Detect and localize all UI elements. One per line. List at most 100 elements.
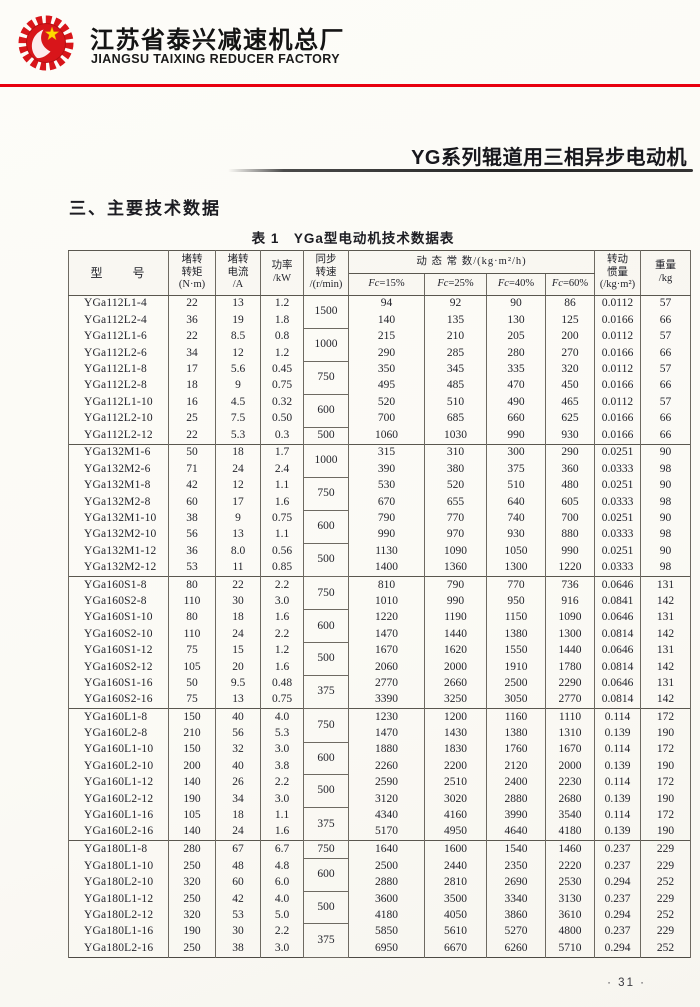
table-row: YGa160S1-10 80 18 1.6 600 1220 1190 1150 1090 0.0… (68, 609, 692, 644)
table-row: YGa132M2-10 56 13 1.1 990 970 930 880 0.0333 98 (68, 526, 692, 544)
table-row: YGa180L1-8 280 67 6.7 750 1640 1600 1540 1460 0.2… (68, 840, 692, 859)
inertia-cell: 0.0112 (594, 295, 642, 313)
torque-cell: 18 (168, 377, 216, 395)
fc15-cell: 3390 (348, 691, 425, 709)
speed-cell: 375 (303, 923, 349, 958)
table-row: YGa160S2-10 110 24 2.2 1470 1440 1380 1300 0.081… (68, 626, 692, 643)
fc60-cell: 290 (544, 444, 596, 462)
fc25-cell: 1190 (424, 609, 487, 627)
fc40-cell: 740 (486, 510, 546, 527)
speed-cell: 1000 (303, 328, 349, 363)
fc25-cell: 4950 (424, 824, 487, 841)
inertia-cell: 0.114 (594, 742, 642, 759)
table-row: YGa160L2-12 190 34 3.0 3120 3020 2880 2680 0.139… (68, 791, 692, 808)
speed-cell: 750 (303, 708, 349, 743)
fc25-cell: 2000 (424, 659, 487, 676)
torque-cell: 210 (168, 725, 216, 743)
current-cell: 30 (215, 593, 261, 610)
fc15-cell: 140 (348, 312, 425, 329)
fc60-cell: 5710 (544, 940, 596, 958)
fc60-cell: 2000 (544, 758, 596, 775)
weight-cell: 252 (640, 907, 692, 924)
fc15-cell: 3120 (348, 791, 425, 808)
fc15-cell: 700 (348, 410, 425, 428)
fc40-cell: 1760 (486, 742, 546, 759)
fc60-cell: 480 (544, 477, 596, 495)
fc25-cell: 970 (424, 526, 487, 544)
table-row: YGa180L1-10 250 48 4.8 600 2500 2440 2350 2220 0.… (68, 857, 692, 892)
inertia-cell: 0.0814 (594, 691, 642, 709)
power-cell: 1.6 (260, 609, 304, 627)
torque-cell: 110 (168, 593, 216, 610)
torque-cell: 71 (168, 461, 216, 478)
weight-cell: 190 (640, 791, 692, 808)
speed-cell: 500 (303, 774, 349, 809)
table-row: YGa180L1-16 190 30 2.2 375 5850 5610 5270 4800 0.… (68, 923, 692, 958)
inertia-cell: 0.114 (594, 807, 642, 824)
fc60-cell: 880 (544, 526, 596, 544)
col-header-current: 堵转 电流 /A (215, 250, 261, 296)
weight-cell: 98 (640, 559, 692, 577)
weight-cell: 142 (640, 626, 692, 643)
inertia-cell: 0.294 (594, 874, 642, 892)
fc40-cell: 3990 (486, 807, 546, 824)
current-cell: 11 (215, 559, 261, 577)
fc60-cell: 86 (544, 295, 596, 313)
torque-cell: 22 (168, 427, 216, 445)
table-row: YGa132M2-6 71 24 2.4 390 380 375 360 0.0333 98 (68, 461, 692, 478)
fc25-cell: 5610 (424, 923, 487, 941)
power-cell: 2.2 (260, 923, 304, 941)
fc40-cell: 990 (486, 427, 546, 445)
inertia-cell: 0.0166 (594, 377, 642, 395)
fc60-cell: 605 (544, 494, 596, 511)
current-cell: 9.5 (215, 675, 261, 692)
weight-cell: 66 (640, 377, 692, 395)
model-cell: YGa160L2-10 (68, 758, 169, 775)
fc40-cell: 1050 (486, 543, 546, 560)
model-cell: YGa160S2-10 (68, 626, 169, 643)
fc40-cell: 930 (486, 526, 546, 544)
current-cell: 60 (215, 874, 261, 892)
fc15-cell: 1880 (348, 742, 425, 759)
torque-cell: 110 (168, 626, 216, 643)
model-cell: YGa160S1-16 (68, 675, 169, 692)
col-header-dynamic-constant: 动 态 常 数/(kg·m²/h) (347, 250, 596, 274)
fc25-cell: 2510 (424, 774, 487, 792)
current-cell: 5.3 (215, 427, 261, 445)
model-cell: YGa132M2-6 (68, 461, 169, 478)
table-row: YGa160L1-10 150 32 3.0 600 1880 1830 1760 1670 0.… (68, 741, 692, 776)
weight-cell: 98 (640, 494, 692, 511)
weight-cell: 190 (640, 758, 692, 775)
fc25-cell: 1620 (424, 642, 487, 660)
fc25-cell: 2200 (424, 758, 487, 775)
fc25-cell: 4050 (424, 907, 487, 924)
fc60-cell: 1220 (544, 559, 596, 577)
current-cell: 8.0 (215, 543, 261, 560)
torque-cell: 105 (168, 807, 216, 824)
inertia-cell: 0.0814 (594, 626, 642, 643)
model-cell: YGa132M2-10 (68, 526, 169, 544)
weight-cell: 172 (640, 807, 692, 824)
table-row: YGa132M2-8 60 17 1.6 670 655 640 605 0.0333 98 (68, 494, 692, 511)
torque-cell: 250 (168, 858, 216, 875)
fc25-cell: 485 (424, 377, 487, 395)
col-header-speed: 同步 转速 /(r/min) (303, 250, 349, 296)
inertia-cell: 0.114 (594, 774, 642, 792)
current-cell: 20 (215, 659, 261, 676)
fc15-cell: 1010 (348, 593, 425, 610)
fc15-cell: 350 (348, 361, 425, 378)
fc40-cell: 90 (486, 295, 546, 313)
current-cell: 26 (215, 774, 261, 792)
power-cell: 4.8 (260, 858, 304, 875)
torque-cell: 25 (168, 410, 216, 428)
fc40-cell: 3860 (486, 907, 546, 924)
fc40-cell: 1540 (486, 840, 546, 859)
model-cell: YGa112L2-12 (68, 427, 169, 445)
inertia-cell: 0.0814 (594, 659, 642, 676)
model-cell: YGa132M1-10 (68, 510, 169, 527)
current-cell: 12 (215, 345, 261, 362)
fc25-cell: 210 (424, 328, 487, 346)
fc15-cell: 4340 (348, 807, 425, 824)
torque-cell: 17 (168, 361, 216, 378)
section-heading: 三、主要技术数据 (69, 199, 221, 218)
